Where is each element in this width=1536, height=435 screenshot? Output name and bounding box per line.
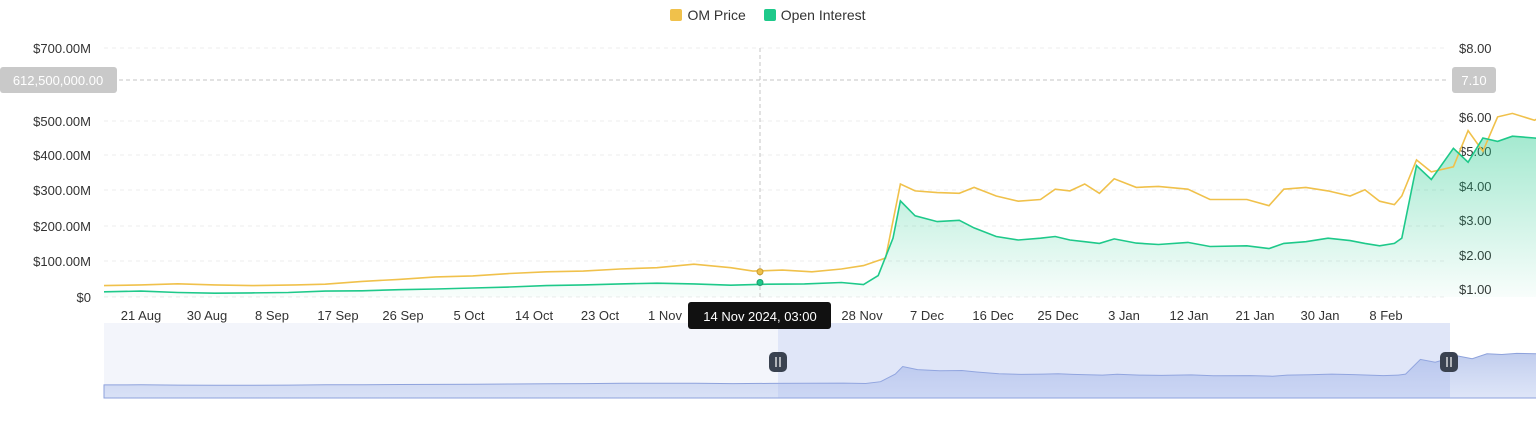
crosshair-point-oi	[756, 278, 764, 286]
x-tick-label: 26 Sep	[382, 308, 423, 323]
navigator-handle-right[interactable]	[1440, 352, 1458, 372]
x-tick-label: 16 Dec	[972, 308, 1014, 323]
navigator-selection	[778, 323, 1450, 398]
y-left-tick-label: $200.00M	[33, 219, 91, 234]
legend-label-om-price: OM Price	[687, 7, 746, 24]
x-tick-label: 3 Jan	[1108, 308, 1140, 323]
x-tick-label: 7 Dec	[910, 308, 944, 323]
crosshair-date-label: 14 Nov 2024, 03:00	[703, 309, 816, 324]
crosshair-left-value-box	[0, 67, 117, 93]
legend-swatch-om-price	[670, 9, 683, 22]
x-tick-label: 21 Jan	[1235, 308, 1274, 323]
x-tick-label: 8 Feb	[1369, 308, 1402, 323]
x-tick-label: 23 Oct	[581, 308, 620, 323]
x-tick-label: 30 Aug	[187, 308, 228, 323]
y-left-tick-label: $500.00M	[33, 114, 91, 129]
legend-label-open-interest: Open Interest	[780, 7, 866, 24]
x-axis: 21 Aug 30 Aug 8 Sep 17 Sep 26 Sep 5 Oct 14 Oct…	[121, 308, 1403, 323]
legend-swatch-open-interest	[763, 9, 776, 22]
legend: OM Price Open Interest	[0, 6, 1536, 23]
series-layer	[103, 112, 1536, 297]
navigator-handle-left[interactable]	[769, 352, 787, 372]
x-tick-label: 30 Jan	[1300, 308, 1339, 323]
legend-item-open-interest[interactable]: Open Interest	[763, 7, 866, 24]
crosshair-date-box	[688, 302, 831, 329]
crosshair-right-value: 7.10	[1461, 73, 1486, 88]
y-left-tick-label: $400.00M	[33, 148, 91, 163]
crosshair: 612,500,000.00 7.10 14 Nov 2024, 03:00	[0, 48, 1496, 329]
y-left-tick-label: $100.00M	[33, 254, 91, 269]
crosshair-right-value-box	[1452, 67, 1496, 93]
x-tick-label: 8 Sep	[255, 308, 289, 323]
y-right-tick-label: $6.00	[1459, 110, 1492, 125]
x-tick-label: 21 Aug	[121, 308, 162, 323]
handle-body	[1440, 352, 1458, 372]
open-interest-area	[104, 136, 1536, 297]
y-right-tick-label: $8.00	[1459, 41, 1492, 56]
range-navigator[interactable]	[103, 323, 1536, 399]
open-interest-line	[103, 135, 1536, 295]
x-tick-label: 17 Sep	[317, 308, 358, 323]
legend-item-om-price[interactable]: OM Price	[670, 7, 746, 24]
x-tick-label: 28 Nov	[841, 308, 883, 323]
handle-body	[769, 352, 787, 372]
x-tick-label: 5 Oct	[453, 308, 484, 323]
y-left-tick-label: $300.00M	[33, 183, 91, 198]
navigator-series	[103, 352, 1536, 399]
y-axis-left: $700.00M $500.00M $400.00M $300.00M $200.00M…	[33, 41, 91, 305]
om-price-line	[103, 112, 1536, 287]
y-left-tick-label: $700.00M	[33, 41, 91, 56]
x-tick-label: 25 Dec	[1037, 308, 1079, 323]
crosshair-point-price	[756, 268, 764, 276]
x-tick-label: 12 Jan	[1169, 308, 1208, 323]
crosshair-left-value: 612,500,000.00	[13, 73, 103, 88]
y-left-tick-label: $0	[77, 290, 91, 305]
x-tick-label: 1 Nov	[648, 308, 682, 323]
x-tick-label: 14 Oct	[515, 308, 554, 323]
